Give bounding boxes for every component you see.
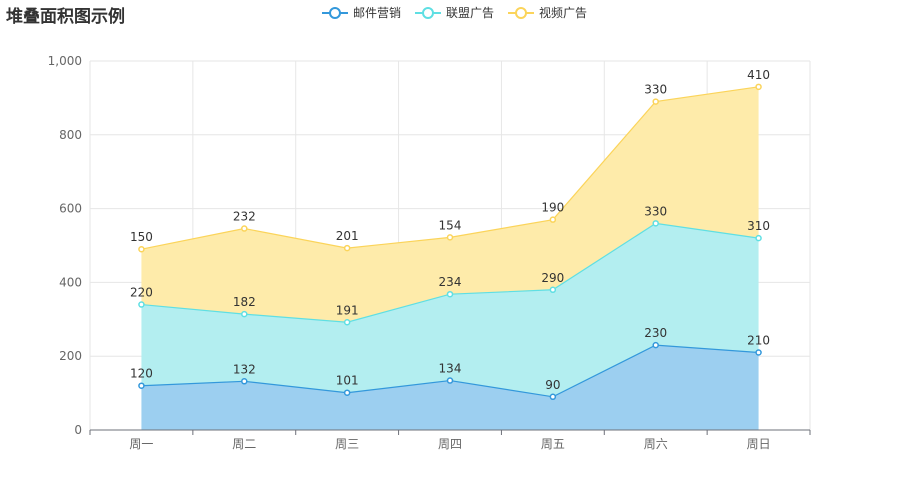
data-labels: 120 132 101 134 90 230 210 220 182 191 234 290 330 31… xyxy=(130,68,770,392)
x-tick-label: 周六 xyxy=(644,437,668,451)
data-point xyxy=(446,377,454,384)
data-label: 310 xyxy=(747,219,770,233)
x-tick-label: 周三 xyxy=(335,437,359,451)
x-tick-label: 周四 xyxy=(438,437,462,451)
data-label: 410 xyxy=(747,68,770,82)
data-point xyxy=(549,216,557,223)
data-point xyxy=(241,378,248,385)
y-tick-label: 200 xyxy=(59,349,82,363)
legend-item-email[interactable]: 邮件营销 xyxy=(322,4,401,21)
data-label: 150 xyxy=(130,230,153,244)
chart-title: 堆叠面积图示例 xyxy=(6,7,125,27)
data-label: 230 xyxy=(644,326,667,340)
data-point xyxy=(343,319,351,326)
axes: 0 200 400 600 800 1,000 周一 周二 周三 周四 周五 周六 周日 xyxy=(48,54,811,451)
data-point xyxy=(652,98,659,105)
y-tick-label: 600 xyxy=(59,202,82,216)
y-tick-label: 800 xyxy=(59,128,82,142)
data-point xyxy=(755,83,762,91)
x-tick-label: 周五 xyxy=(541,437,565,451)
legend-label: 视频广告 xyxy=(539,6,588,20)
data-point xyxy=(652,220,659,227)
data-label: 232 xyxy=(233,210,256,224)
data-point xyxy=(446,234,454,241)
points xyxy=(138,83,762,401)
area-联盟广告 xyxy=(141,223,759,397)
data-point xyxy=(446,290,454,298)
areas xyxy=(141,86,759,430)
data-point xyxy=(549,393,557,401)
data-label: 290 xyxy=(541,271,564,285)
data-label: 134 xyxy=(439,362,462,376)
data-point xyxy=(138,382,145,389)
legend-label: 邮件营销 xyxy=(353,6,402,20)
area-邮件营销 xyxy=(141,345,759,430)
data-label: 234 xyxy=(439,275,462,289)
data-point xyxy=(241,310,248,318)
legend-item-affiliate[interactable]: 联盟广告 xyxy=(415,4,494,21)
y-tick-label: 400 xyxy=(59,275,82,289)
x-tick-label: 周一 xyxy=(129,437,153,451)
legend-label: 联盟广告 xyxy=(446,6,495,20)
data-point xyxy=(343,244,351,252)
data-point xyxy=(549,286,557,294)
data-label: 330 xyxy=(644,204,667,218)
data-point xyxy=(138,301,145,308)
x-tick-label: 周二 xyxy=(232,437,256,451)
data-point xyxy=(138,245,145,253)
data-label: 210 xyxy=(747,334,770,348)
y-tick-label: 0 xyxy=(74,423,82,437)
data-label: 182 xyxy=(233,295,256,309)
legend-marker-icon xyxy=(415,6,442,20)
data-label: 190 xyxy=(541,201,564,215)
data-point xyxy=(755,349,762,356)
data-label: 132 xyxy=(233,362,256,376)
x-tick-label: 周日 xyxy=(747,437,771,451)
data-point xyxy=(755,234,762,242)
data-label: 90 xyxy=(545,378,560,392)
legend-item-video[interactable]: 视频广告 xyxy=(508,4,587,21)
legend-marker-icon xyxy=(508,6,535,20)
data-label: 120 xyxy=(130,367,153,381)
legend: 邮件营销 联盟广告 视频广告 xyxy=(322,4,587,21)
data-label: 101 xyxy=(336,374,359,388)
data-point xyxy=(241,225,248,232)
y-tick-label: 1,000 xyxy=(48,54,82,68)
legend-marker-icon xyxy=(322,6,348,20)
data-point xyxy=(343,389,351,396)
data-label: 201 xyxy=(336,229,359,243)
area-视频广告 xyxy=(141,86,759,323)
data-label: 191 xyxy=(336,303,359,317)
data-label: 220 xyxy=(130,286,153,300)
data-point xyxy=(652,341,659,349)
data-label: 330 xyxy=(644,83,667,97)
data-label: 154 xyxy=(439,218,462,232)
